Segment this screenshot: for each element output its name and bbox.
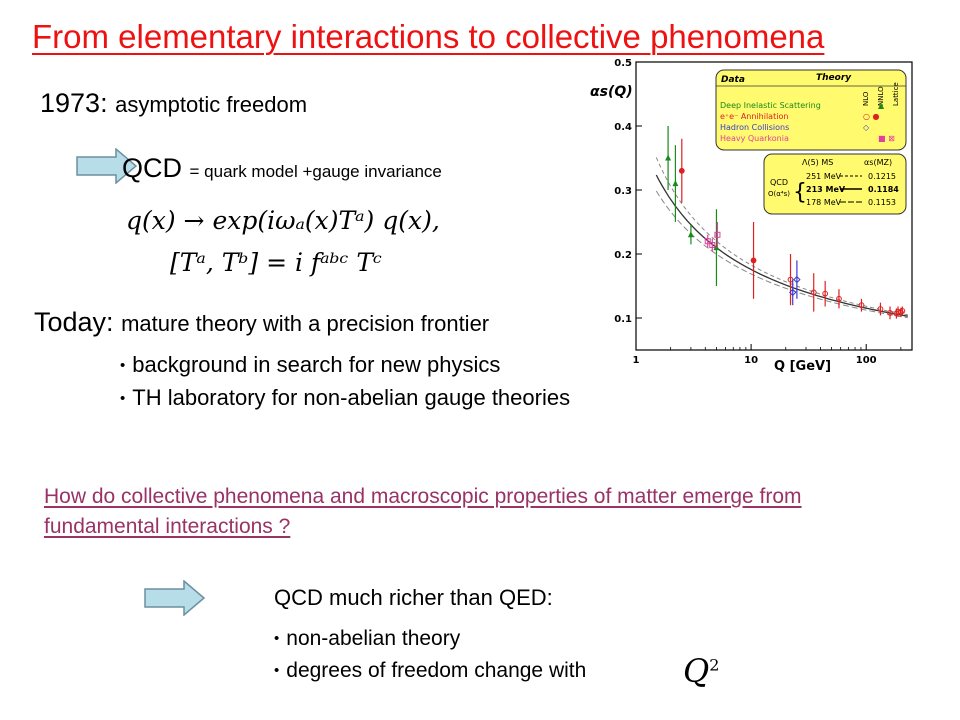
data-point — [687, 231, 694, 238]
data-point — [672, 180, 679, 187]
today-prefix: Today: — [34, 307, 114, 337]
legend-row-quarkonia: Heavy Quarkonia — [720, 134, 789, 143]
q-squared-symbol: Q2 — [683, 652, 719, 690]
theory-alpha-1: 0.1215 — [868, 172, 896, 181]
richer-bullet-list: non-abelian theory degrees of freedom ch… — [274, 624, 586, 688]
right-arrow-icon — [144, 580, 206, 616]
data-point — [822, 290, 829, 297]
x-axis-label: Q [GeV] — [774, 359, 831, 374]
qcd-definition-text: = quark model +gauge invariance — [189, 162, 442, 181]
y-tick-label: 0.3 — [614, 186, 632, 197]
y-tick-label: 0.2 — [614, 250, 632, 261]
alpha-s-running-chart: 0.1 0.2 0.3 0.4 0.5 1 10 100 αs(Q) Q [GeV] Data… — [590, 58, 913, 374]
data-point — [887, 309, 893, 316]
theory-alpha-3: 0.1153 — [868, 198, 896, 207]
q-symbol: Q — [683, 652, 710, 690]
y-axis-label: αs(Q) — [590, 84, 633, 100]
theory-label-order: O(α⁴s) — [768, 190, 790, 198]
legend-symbol-dis: ▲ — [878, 101, 885, 110]
data-point — [709, 242, 716, 249]
y-tick-label: 0.5 — [614, 58, 632, 69]
data-point — [713, 244, 720, 251]
theory-col-lambda: Λ(5) MS — [802, 158, 833, 167]
list-item: non-abelian theory — [274, 624, 586, 656]
data-point — [750, 257, 757, 264]
list-item: degrees of freedom change with — [274, 656, 586, 688]
theory-curve — [655, 174, 908, 317]
legend-col-nnlo: NNLO — [877, 86, 885, 106]
year-line: 1973: asymptotic freedom — [40, 88, 307, 119]
commutator-equation: [Tᵃ, Tᵇ] = i fᵃᵇᶜ Tᶜ — [170, 248, 382, 277]
legend-header-theory: Theory — [816, 73, 852, 83]
theory-curve — [655, 190, 908, 319]
theory-lambda-1: 251 MeV — [806, 172, 842, 181]
data-point — [899, 308, 906, 314]
data-point — [678, 167, 685, 174]
x-tick-label: 1 — [633, 355, 640, 366]
theory-lambda-3: 178 MeV — [806, 198, 842, 207]
today-line: Today: mature theory with a precision fr… — [34, 307, 489, 338]
data-point — [789, 288, 797, 297]
theory-label-qcd: QCD — [770, 178, 788, 187]
data-point — [897, 309, 904, 316]
data-point — [810, 289, 817, 296]
x-tick-label: 100 — [856, 355, 877, 366]
y-tick-label: 0.1 — [614, 314, 632, 325]
legend-symbol-ee: ○ ● — [863, 112, 880, 121]
year-prefix: 1973: — [40, 88, 108, 118]
today-text: mature theory with a precision frontier — [121, 311, 490, 336]
data-point — [836, 295, 842, 302]
brace-icon: { — [793, 180, 807, 205]
question-link[interactable]: How do collective phenomena and macrosco… — [44, 485, 802, 538]
chart-legend: Data Theory NLO NNLO Lattice Deep Inelas… — [715, 69, 907, 151]
legend-symbol-hadron: ◇ — [863, 123, 870, 132]
theory-col-alpha: αs(MZ) — [864, 158, 892, 167]
legend-col-lattice: Lattice — [892, 82, 900, 106]
right-arrow-icon — [76, 148, 138, 184]
q-exponent: 2 — [709, 655, 720, 675]
gauge-transform-equation: q(x) → exp(iωₐ(x)Tᵃ) q(x), — [126, 206, 440, 235]
data-point — [665, 154, 672, 161]
data-point — [704, 238, 711, 245]
y-tick-label: 0.4 — [614, 122, 632, 133]
theory-curve — [655, 157, 908, 316]
legend-symbol-quarkonia: ■ ⊠ — [878, 134, 895, 143]
legend-row-dis: Deep Inelastic Scattering — [720, 101, 821, 110]
data-point — [877, 306, 884, 312]
year-text: asymptotic freedom — [115, 92, 308, 117]
x-tick-label: 10 — [744, 355, 758, 366]
legend-header-data: Data — [721, 75, 745, 85]
today-bullet-list: background in search for new physics TH … — [120, 350, 570, 416]
theory-alpha-2: 0.1184 — [868, 185, 899, 194]
qcd-definition: QCD = quark model +gauge invariance — [122, 153, 442, 184]
qcd-label: QCD — [122, 153, 182, 183]
data-point — [714, 231, 721, 238]
list-item: TH laboratory for non-abelian gauge theo… — [120, 383, 570, 416]
legend-row-ee: e⁺e⁻ Annihilation — [720, 112, 788, 121]
richer-heading: QCD much richer than QED: — [274, 585, 553, 610]
slide-title: From elementary interactions to collecti… — [32, 18, 825, 55]
theory-lambda-2: 213 MeV — [806, 185, 846, 194]
legend-row-hadron: Hadron Collisions — [720, 123, 789, 132]
legend-col-nlo: NLO — [862, 91, 870, 106]
theory-box: Λ(5) MS αs(MZ) QCD O(α⁴s) { 251 MeV 0.12… — [763, 153, 907, 215]
data-point — [858, 302, 865, 309]
data-point — [793, 275, 801, 284]
list-item: background in search for new physics — [120, 350, 570, 383]
